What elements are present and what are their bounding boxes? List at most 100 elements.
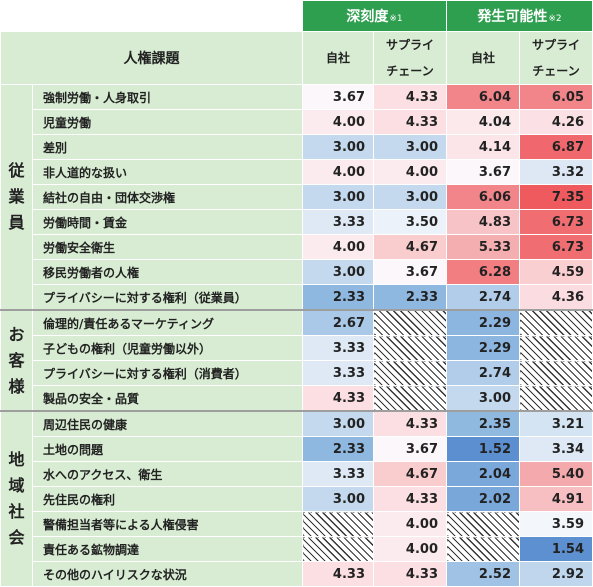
table-row: 警備担当者等による人権侵害 4.00 3.59 — [1, 511, 593, 537]
not-applicable-cell — [519, 360, 593, 386]
not-applicable-cell — [373, 309, 447, 336]
score-cell: 4.91 — [519, 486, 593, 512]
severity-label: 深刻度 — [346, 9, 389, 25]
score-cell: 3.00 — [446, 385, 520, 412]
score-cell: 4.00 — [302, 234, 374, 260]
score-cell: 4.59 — [519, 259, 593, 285]
category-label: 地域社会 — [0, 410, 33, 587]
sub-column-line1: サプライ — [531, 38, 580, 52]
score-cell: 3.33 — [302, 209, 374, 235]
score-cell: 4.33 — [373, 84, 447, 110]
issue-label: 製品の安全・品質 — [32, 385, 303, 412]
header-spacer — [0, 0, 303, 32]
score-cell: 6.73 — [519, 209, 593, 235]
score-cell: 5.40 — [519, 461, 593, 487]
table-row: お客様倫理的/責任あるマーケティング 2.67 2.29 — [0, 309, 593, 412]
issue-label: 児童労働 — [32, 109, 303, 135]
score-cell: 6.28 — [446, 259, 520, 285]
score-cell: 3.67 — [373, 259, 447, 285]
not-applicable-cell — [446, 511, 520, 537]
table-row: 先住民の権利 3.00 4.33 2.02 4.91 — [1, 486, 593, 512]
score-cell: 2.35 — [446, 410, 520, 437]
score-cell: 4.33 — [302, 385, 374, 412]
issue-label: プライバシーに対する権利（消費者） — [32, 360, 303, 386]
score-cell: 3.33 — [302, 335, 374, 361]
score-cell: 2.52 — [446, 561, 520, 587]
score-cell: 3.33 — [302, 461, 374, 487]
issue-label: 労働安全衛生 — [32, 234, 303, 260]
table-row: 責任ある鉱物調達 4.00 1.54 — [1, 536, 593, 562]
not-applicable-cell — [302, 511, 374, 537]
score-cell: 6.73 — [519, 234, 593, 260]
score-cell: 1.54 — [519, 536, 593, 562]
not-applicable-cell — [373, 360, 447, 386]
score-cell: 3.00 — [373, 184, 447, 210]
issue-label: 先住民の権利 — [32, 486, 303, 512]
severity-note: ※1 — [389, 14, 403, 24]
issue-label: 倫理的/責任あるマーケティング — [32, 309, 303, 336]
score-cell: 3.67 — [446, 159, 520, 185]
issue-label: 水へのアクセス、衛生 — [32, 461, 303, 487]
table-row: 児童労働 4.00 4.33 4.04 4.26 — [1, 109, 593, 135]
category-label: 従業員 — [0, 84, 33, 311]
score-cell: 4.36 — [519, 284, 593, 311]
issue-label: 移民労働者の人権 — [32, 259, 303, 285]
score-cell: 2.67 — [302, 309, 374, 336]
likelihood-own-company-header: 自社 — [446, 31, 520, 85]
category-char: 員 — [8, 213, 25, 232]
not-applicable-cell — [519, 335, 593, 361]
issue-label: 警備担当者等による人権侵害 — [32, 511, 303, 537]
category-char: 従 — [8, 161, 25, 180]
score-cell: 1.52 — [446, 436, 520, 462]
score-cell: 6.04 — [446, 84, 520, 110]
sub-column-line1: 自社 — [325, 51, 350, 65]
not-applicable-cell — [519, 309, 593, 336]
issue-label: プライバシーに対する権利（従業員） — [32, 284, 303, 311]
score-cell: 4.33 — [302, 561, 374, 587]
score-cell: 4.67 — [373, 461, 447, 487]
score-cell: 4.33 — [373, 109, 447, 135]
score-cell: 3.00 — [302, 486, 374, 512]
category-char: 地 — [8, 450, 25, 469]
score-cell: 4.14 — [446, 134, 520, 160]
score-cell: 2.29 — [446, 309, 520, 336]
table-row: 労働安全衛生 4.00 4.67 5.33 6.73 — [1, 234, 593, 260]
table-row: 従業員強制労働・人身取引 3.67 4.33 6.04 6.05 — [0, 84, 593, 311]
issue-label: 強制労働・人身取引 — [32, 84, 303, 110]
score-cell: 2.02 — [446, 486, 520, 512]
score-cell: 3.00 — [302, 410, 374, 437]
issue-label: 子どもの権利（児童労働以外） — [32, 335, 303, 361]
issue-label: その他のハイリスクな状況 — [32, 561, 303, 587]
score-cell: 6.87 — [519, 134, 593, 160]
score-cell: 3.00 — [302, 184, 374, 210]
category-char: 域 — [8, 476, 25, 495]
score-cell: 3.00 — [373, 134, 447, 160]
not-applicable-cell — [446, 536, 520, 562]
score-cell: 3.32 — [519, 159, 593, 185]
score-cell: 3.67 — [302, 84, 374, 110]
table-row: 地域社会周辺住民の健康 3.00 4.33 2.35 3.21 — [0, 410, 593, 587]
table-row: 製品の安全・品質 4.33 3.00 — [1, 385, 593, 412]
score-cell: 4.33 — [373, 486, 447, 512]
score-cell: 2.74 — [446, 284, 520, 311]
category-label: お客様 — [0, 309, 33, 412]
issue-label: 非人道的な扱い — [32, 159, 303, 185]
score-cell: 4.26 — [519, 109, 593, 135]
score-cell: 4.33 — [373, 410, 447, 437]
score-cell: 3.50 — [373, 209, 447, 235]
score-cell: 4.00 — [302, 159, 374, 185]
score-cell: 4.04 — [446, 109, 520, 135]
category-char: 会 — [8, 528, 25, 547]
score-cell: 3.00 — [302, 259, 374, 285]
score-cell: 4.33 — [373, 561, 447, 587]
score-cell: 7.35 — [519, 184, 593, 210]
sub-column-line2: チェーン — [532, 64, 580, 78]
score-cell: 3.21 — [519, 410, 593, 437]
score-cell: 3.59 — [519, 511, 593, 537]
issue-label: 差別 — [32, 134, 303, 160]
score-cell: 2.92 — [519, 561, 593, 587]
score-cell: 4.83 — [446, 209, 520, 235]
score-cell: 6.05 — [519, 84, 593, 110]
score-cell: 4.00 — [302, 109, 374, 135]
